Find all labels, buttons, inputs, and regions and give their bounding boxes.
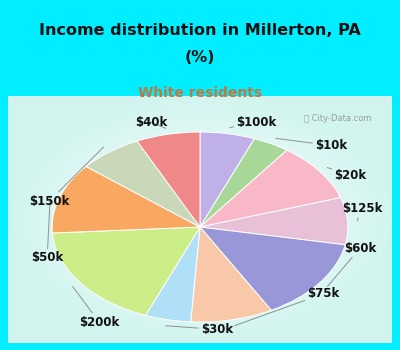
Wedge shape xyxy=(86,141,200,227)
Wedge shape xyxy=(52,227,200,315)
Text: $60k: $60k xyxy=(327,241,376,287)
Text: $30k: $30k xyxy=(166,323,233,336)
Wedge shape xyxy=(200,132,254,227)
Text: (%): (%) xyxy=(185,50,215,65)
Text: $50k: $50k xyxy=(31,196,63,264)
Wedge shape xyxy=(200,198,348,245)
Text: White residents: White residents xyxy=(138,85,262,99)
Text: Income distribution in Millerton, PA: Income distribution in Millerton, PA xyxy=(39,23,361,38)
Text: ⓘ City-Data.com: ⓘ City-Data.com xyxy=(304,113,371,122)
Text: $40k: $40k xyxy=(135,116,167,129)
Text: $125k: $125k xyxy=(342,202,382,221)
Wedge shape xyxy=(200,150,341,227)
Wedge shape xyxy=(200,139,287,227)
Text: $20k: $20k xyxy=(327,168,366,182)
Wedge shape xyxy=(200,227,345,310)
Text: $150k: $150k xyxy=(29,147,104,208)
Text: $200k: $200k xyxy=(73,287,119,329)
Text: $75k: $75k xyxy=(234,287,340,326)
Text: $10k: $10k xyxy=(276,138,347,152)
Wedge shape xyxy=(191,227,271,322)
Wedge shape xyxy=(52,167,200,233)
Wedge shape xyxy=(146,227,200,322)
Text: $100k: $100k xyxy=(230,116,277,129)
Wedge shape xyxy=(137,132,200,227)
